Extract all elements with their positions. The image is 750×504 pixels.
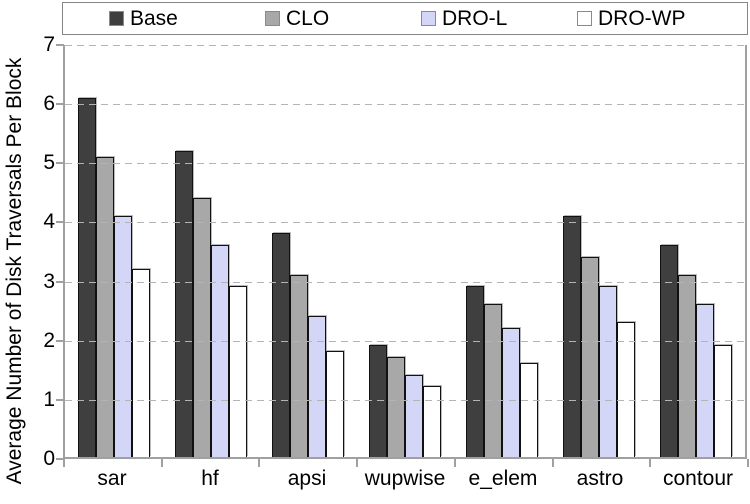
bar-group-wupwise — [356, 45, 453, 457]
y-tick-label-0: 0 — [43, 447, 55, 470]
bar-dro-wp-apsi — [325, 351, 344, 457]
y-tick-mark-1 — [56, 399, 64, 401]
legend-swatch-base — [109, 11, 124, 26]
gridline-y2 — [65, 341, 745, 342]
y-tick-mark-3 — [56, 281, 64, 283]
bar-base-e_elem — [466, 286, 485, 457]
bar-group-astro — [551, 45, 648, 457]
x-tick-label-wupwise: wupwise — [364, 467, 446, 490]
bar-dro-l-apsi — [307, 315, 326, 457]
legend-item-dro-l: DRO-L — [421, 3, 507, 34]
legend-item-dro-wp: DRO-WP — [577, 3, 686, 34]
x-tick-mark-4 — [454, 459, 456, 467]
bar-dro-l-contour — [696, 303, 715, 457]
bar-dro-wp-e_elem — [520, 362, 539, 457]
bar-dro-wp-hf — [228, 286, 247, 457]
bar-group-e_elem — [454, 45, 551, 457]
y-tick-mark-7 — [56, 44, 64, 46]
bar-base-contour — [660, 245, 679, 457]
bar-dro-wp-wupwise — [422, 386, 441, 457]
x-tick-mark-1 — [161, 459, 163, 467]
x-tick-label-contour: contour — [662, 467, 734, 490]
bar-base-astro — [563, 215, 582, 457]
gridline-y5 — [65, 163, 745, 164]
y-tick-label-3: 3 — [43, 270, 55, 293]
y-tick-label-5: 5 — [43, 151, 55, 174]
y-tick-mark-6 — [56, 103, 64, 105]
x-tick-label-hf: hf — [201, 467, 219, 490]
x-tick-mark-3 — [356, 459, 358, 467]
y-tick-mark-5 — [56, 162, 64, 164]
bar-clo-contour — [678, 274, 697, 457]
bar-base-wupwise — [368, 345, 387, 457]
bar-dro-l-astro — [599, 286, 618, 457]
gridline-y3 — [65, 282, 745, 283]
x-tick-mark-5 — [552, 459, 554, 467]
bar-base-hf — [174, 150, 193, 457]
y-tick-label-1: 1 — [43, 388, 55, 411]
bar-dro-wp-contour — [714, 345, 733, 457]
x-tick-label-e_elem: e_elem — [468, 467, 538, 490]
y-tick-mark-2 — [56, 340, 64, 342]
bar-base-apsi — [271, 233, 290, 457]
bar-clo-e_elem — [484, 303, 503, 457]
bar-clo-hf — [192, 198, 211, 457]
x-tick-mark-0 — [63, 459, 65, 467]
gridline-y6 — [65, 104, 745, 105]
y-tick-mark-0 — [56, 458, 64, 460]
bar-clo-astro — [581, 256, 600, 457]
plot-area — [63, 45, 747, 459]
legend-label-dro-wp: DRO-WP — [598, 7, 686, 30]
bar-dro-wp-astro — [617, 321, 636, 457]
legend-item-clo: CLO — [265, 3, 329, 34]
bar-dro-wp-sar — [131, 268, 150, 457]
legend-swatch-dro-l — [421, 11, 436, 26]
bar-dro-l-hf — [210, 245, 229, 457]
x-tick-mark-7 — [747, 459, 749, 467]
bar-dro-l-wupwise — [404, 374, 423, 457]
bar-dro-l-sar — [113, 215, 132, 457]
x-tick-label-astro: astro — [576, 467, 624, 490]
y-tick-label-7: 7 — [43, 33, 55, 56]
bar-clo-sar — [95, 156, 114, 457]
gridline-y4 — [65, 222, 745, 223]
chart-legend: Base CLO DRO-L DRO-WP — [62, 2, 748, 35]
bar-base-sar — [77, 97, 96, 457]
y-tick-label-4: 4 — [43, 210, 55, 233]
bar-dro-l-e_elem — [502, 327, 521, 457]
bar-groups — [65, 45, 745, 457]
bar-group-sar — [65, 45, 162, 457]
legend-label-dro-l: DRO-L — [442, 7, 508, 30]
bar-group-hf — [162, 45, 259, 457]
gridline-y7 — [65, 45, 745, 46]
legend-item-base: Base — [109, 3, 178, 34]
bar-group-contour — [648, 45, 745, 457]
bar-clo-apsi — [289, 274, 308, 457]
y-tick-label-2: 2 — [43, 329, 55, 352]
gridline-y1 — [65, 400, 745, 401]
x-tick-mark-6 — [649, 459, 651, 467]
bar-group-apsi — [259, 45, 356, 457]
legend-label-clo: CLO — [286, 7, 330, 30]
x-tick-label-sar: sar — [97, 467, 127, 490]
legend-label-base: Base — [130, 7, 178, 30]
legend-swatch-dro-wp — [577, 11, 592, 26]
x-tick-mark-2 — [258, 459, 260, 467]
legend-swatch-clo — [265, 11, 280, 26]
bar-clo-wupwise — [386, 356, 405, 457]
y-tick-mark-4 — [56, 221, 64, 223]
x-tick-label-apsi: apsi — [287, 467, 327, 490]
y-tick-label-6: 6 — [43, 92, 55, 115]
